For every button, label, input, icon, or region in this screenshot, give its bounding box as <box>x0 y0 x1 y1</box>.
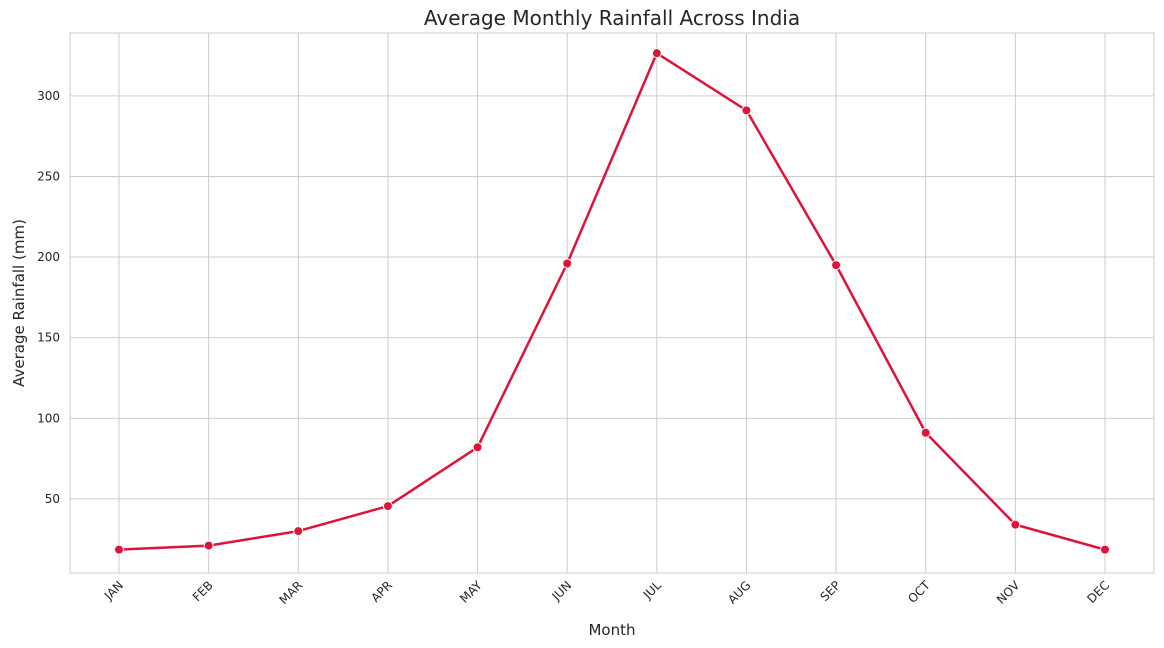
x-axis-ticks: JAN FEB MAR APR MAY JUN JUL AUG SEP OCT NOV DEC <box>101 578 1112 607</box>
x-tick-label: JUN <box>549 578 575 604</box>
y-tick-label: 250 <box>37 169 60 183</box>
y-tick-label: 300 <box>37 89 60 103</box>
x-tick-label: OCT <box>905 578 933 606</box>
data-point <box>831 260 842 271</box>
x-tick-label: MAR <box>276 578 305 607</box>
x-tick-label: JAN <box>101 578 126 603</box>
x-tick-label: NOV <box>994 578 1023 607</box>
y-tick-label: 150 <box>37 331 60 345</box>
data-point <box>920 427 931 438</box>
x-tick-label: MAY <box>457 578 485 606</box>
x-tick-label: AUG <box>725 578 753 606</box>
grid <box>70 33 1154 573</box>
data-point <box>1100 544 1110 555</box>
y-tick-label: 100 <box>37 411 60 425</box>
data-point <box>651 48 662 59</box>
x-tick-label: DEC <box>1084 578 1112 606</box>
chart-title: Average Monthly Rainfall Across India <box>424 6 800 30</box>
data-point <box>562 258 573 269</box>
points-layer <box>114 48 1110 555</box>
x-axis-label: Month <box>588 621 635 639</box>
x-tick-label: FEB <box>190 578 216 604</box>
y-axis-label: Average Rainfall (mm) <box>10 219 28 387</box>
plot-frame <box>69 32 1155 574</box>
y-tick-label: 200 <box>37 250 60 264</box>
data-point <box>472 442 483 453</box>
series-layer <box>117 51 1107 551</box>
y-tick-label: 50 <box>45 492 60 506</box>
data-point <box>203 540 214 551</box>
y-axis-ticks: 50 100 150 200 250 300 <box>37 89 60 506</box>
data-point <box>382 501 393 512</box>
data-point <box>293 526 304 537</box>
data-point <box>1010 519 1021 530</box>
series-line <box>117 51 1107 551</box>
x-tick-label: JUL <box>640 578 664 602</box>
x-tick-label: SEP <box>817 578 843 604</box>
data-point <box>114 544 124 555</box>
x-tick-label: APR <box>368 578 395 605</box>
data-point <box>741 105 752 116</box>
